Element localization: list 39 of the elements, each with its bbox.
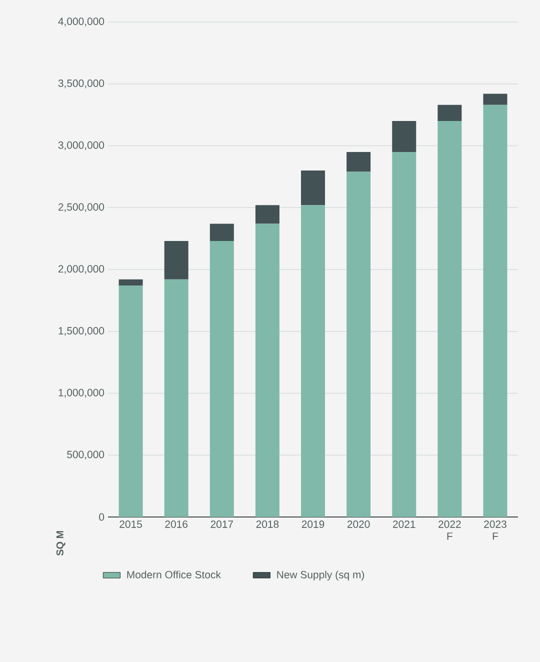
bar [164, 279, 188, 517]
bar [118, 286, 143, 517]
bar [438, 104, 462, 121]
y-tick-label: 500,000 [67, 450, 104, 460]
y-tick-label: 3,500,000 [58, 80, 104, 88]
bar [118, 279, 143, 286]
legend-label: Modern Office Stock [127, 570, 221, 578]
y-tick-label: 1,500,000 [58, 327, 104, 336]
bar [392, 152, 416, 517]
x-tick-label: 2023 F [484, 520, 506, 540]
bar [210, 241, 234, 517]
x-tick-label: 2020 [347, 520, 370, 528]
bar [483, 104, 508, 517]
bar [483, 94, 508, 105]
x-tick-label: 2017 [210, 520, 233, 528]
bar [210, 224, 234, 242]
bar [392, 121, 416, 152]
bar [346, 172, 371, 517]
bar [255, 224, 280, 517]
x-tick-label: 2019 [302, 520, 324, 528]
x-tick-label: 2018 [256, 520, 279, 528]
y-tick-label: 0 [99, 513, 104, 521]
y-tick-label: 1,000,000 [58, 388, 104, 398]
x-tick-label: 2016 [165, 520, 188, 528]
y-tick-label: 2,500,000 [58, 203, 104, 212]
y-tick-label: 2,000,000 [58, 265, 104, 274]
x-tick-label: 2022 F [438, 520, 461, 540]
bar [164, 241, 188, 280]
bar [301, 170, 326, 206]
y-axis-title: SQ M [56, 531, 66, 556]
legend-label: New Supply (sq m) [277, 570, 364, 580]
bar [346, 152, 371, 172]
x-tick-label: 2021 [393, 520, 416, 528]
bar [255, 205, 280, 224]
y-tick-label: 3,000,000 [58, 141, 104, 150]
bar [438, 121, 462, 517]
y-tick-label: 4,000,000 [58, 18, 104, 26]
x-tick-label: 2015 [120, 520, 142, 528]
bar [301, 205, 326, 517]
